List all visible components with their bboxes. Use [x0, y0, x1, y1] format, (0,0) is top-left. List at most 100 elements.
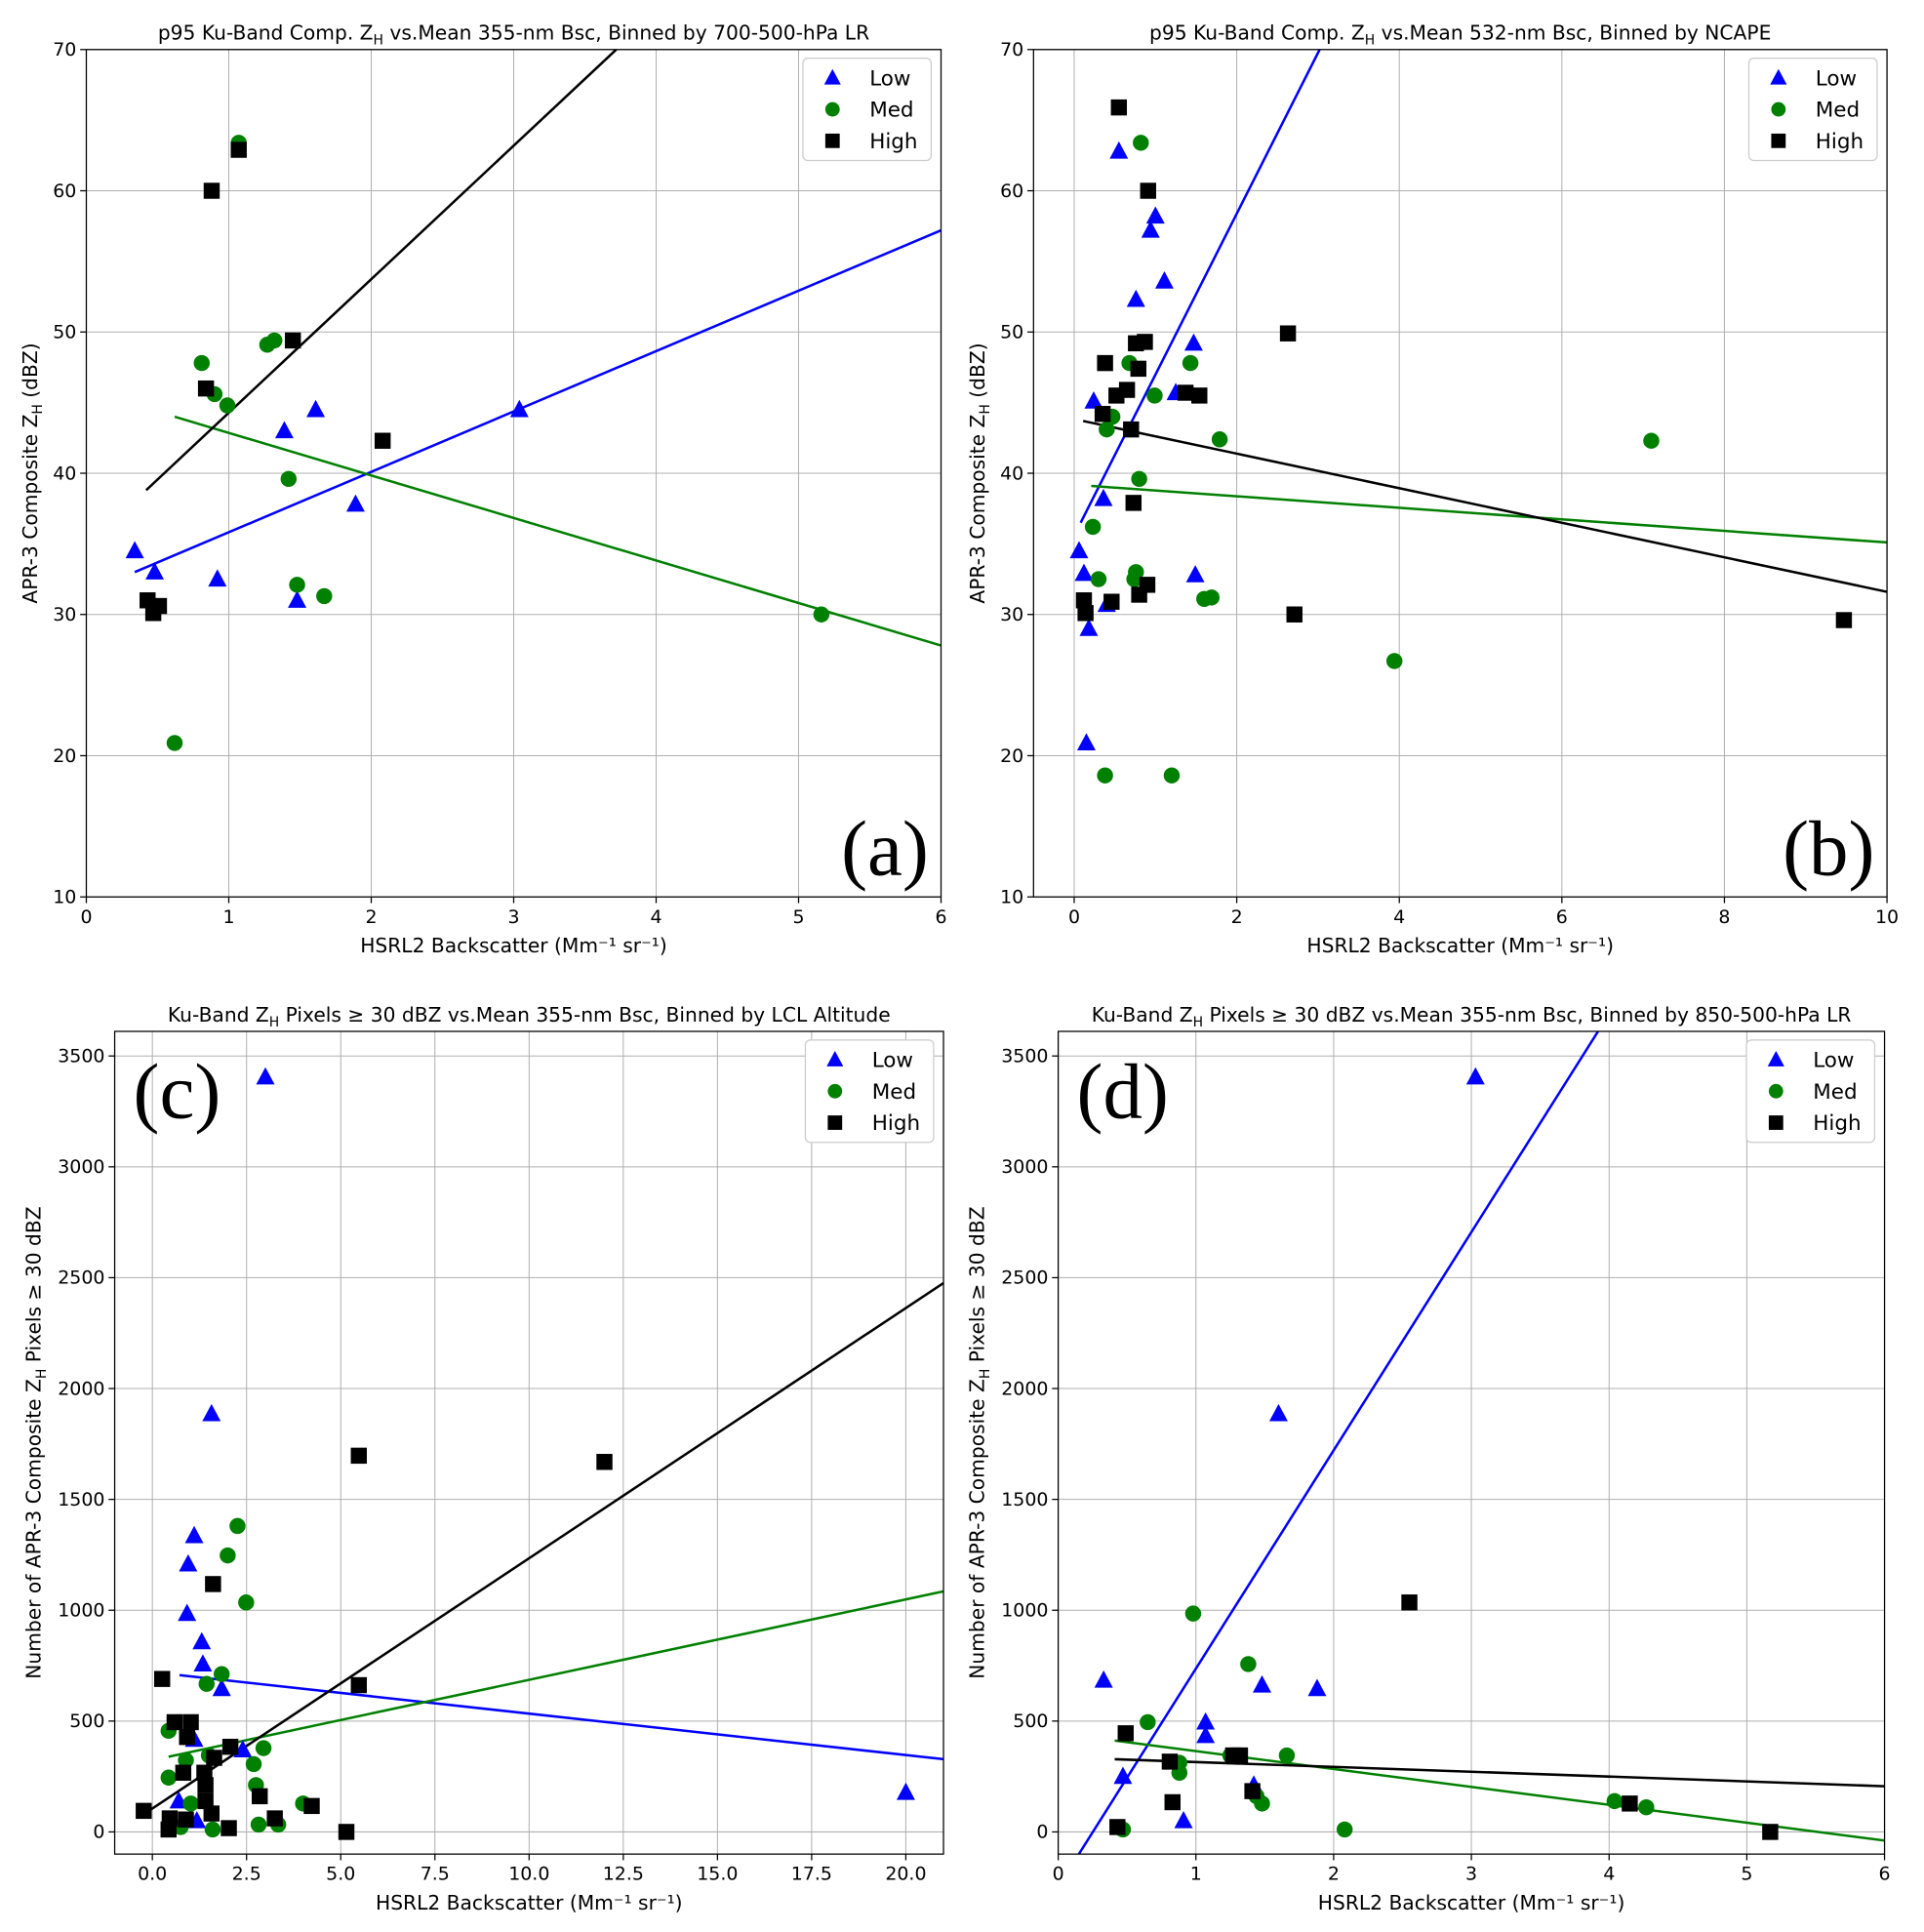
data-point-high [1231, 1747, 1249, 1764]
y-tick-label: 500 [1013, 1711, 1048, 1732]
data-point-high [1131, 586, 1147, 603]
data-point-high [1109, 1819, 1126, 1835]
subplot-c: 0.0 2.5 5.0 7.5 10.0 12.5 15.0 17.5 20.0 0 500 1000… [22, 1003, 944, 1914]
data-point-med [238, 1594, 255, 1611]
data-point-med [182, 1795, 199, 1812]
data-point-med [160, 1769, 177, 1786]
data-point-med [204, 1821, 221, 1838]
y-tick-label: 1000 [58, 1600, 104, 1622]
data-point-high [1622, 1795, 1638, 1812]
x-tick-label: 1 [222, 906, 234, 928]
data-point-high [182, 1713, 199, 1731]
legend-marker-low [1770, 68, 1787, 85]
data-point-high [1125, 495, 1142, 511]
data-point-high [1835, 612, 1853, 628]
y-axis-label: APR-3 Composite ZH (dBZ) [19, 342, 46, 603]
data-point-med [1278, 1747, 1296, 1764]
data-point-low [1154, 271, 1174, 289]
x-tick-label: 4 [650, 906, 661, 928]
data-point-high [1130, 360, 1147, 378]
data-point-med [1099, 421, 1115, 438]
legend-label-low: Low [869, 66, 910, 91]
data-point-med [178, 1751, 194, 1769]
legend: Low Med High [1747, 57, 1878, 162]
data-point-high [1140, 182, 1157, 199]
data-point-med [1638, 1798, 1655, 1816]
y-tick-label: 3500 [1001, 1046, 1048, 1067]
fit-line-high [143, 1281, 944, 1815]
data-point-high [1161, 1753, 1179, 1770]
data-point-high [338, 1824, 355, 1840]
data-point-med [316, 587, 333, 605]
data-point-low [1079, 619, 1099, 636]
data-point-med [245, 1755, 262, 1773]
fit-line-med [1091, 484, 1888, 544]
data-point-low [184, 1525, 204, 1544]
legend-label-high: High [1816, 130, 1864, 154]
chart-title: Ku-Band ZH Pixels ≥ 30 dBZ vs.Mean 355-n… [1092, 1003, 1852, 1030]
x-tick-label: 8 [1718, 906, 1730, 928]
data-point-low [1074, 563, 1094, 582]
y-tick-label: 2000 [1001, 1378, 1048, 1399]
data-point-high [252, 1788, 268, 1805]
data-point-high [266, 1810, 283, 1827]
panel-label: (c) [134, 1048, 221, 1135]
x-tick-label: 4 [1393, 906, 1405, 928]
data-point-high [203, 182, 220, 199]
data-point-low [125, 541, 144, 559]
legend-marker-med [827, 1083, 843, 1099]
legend-marker-low [1767, 1050, 1784, 1067]
x-tick-label: 2 [1328, 1864, 1340, 1885]
subplot-b: 0 2 4 6 8 10 10 20 30 40 50 60 70 p95 Ku-Band Comp. Z… [966, 21, 1899, 957]
data-point-low [193, 1654, 213, 1672]
x-tick-label: 6 [1556, 906, 1568, 928]
data-point-low [896, 1782, 915, 1800]
data-point-low [509, 399, 529, 418]
data-point-med [214, 1666, 230, 1682]
legend-label-med: Med [1816, 99, 1860, 123]
data-point-high [153, 1670, 171, 1687]
data-point-low [178, 1603, 197, 1622]
data-point-high [1123, 421, 1140, 438]
data-point-high [350, 1447, 367, 1465]
legend-marker-high [827, 1115, 843, 1130]
data-point-high [178, 1811, 194, 1828]
y-axis-label: Number of APR-3 Composite ZH Pixels ≥ 30… [966, 1206, 993, 1678]
data-point-low [1174, 1810, 1193, 1829]
data-point-low [192, 1631, 212, 1650]
panel-label: (a) [841, 805, 929, 892]
legend-marker-high [1768, 1115, 1784, 1130]
legend-marker-med [824, 101, 840, 117]
data-point-med [1140, 1713, 1156, 1731]
chart-title: p95 Ku-Band Comp. ZH vs.Mean 532-nm Bsc,… [1149, 21, 1771, 49]
data-point-low [179, 1553, 198, 1572]
x-tick-label: 3 [1465, 1864, 1477, 1885]
data-point-high [284, 332, 301, 349]
data-point-low [145, 562, 165, 580]
data-point-high [220, 1820, 237, 1836]
data-point-high [197, 1777, 214, 1793]
y-tick-label: 50 [53, 322, 76, 343]
y-tick-label: 30 [53, 604, 76, 625]
data-point-low [1076, 733, 1096, 751]
fit-line-med [174, 415, 942, 647]
fit-line-low [1077, 1030, 1600, 1855]
data-point-low [1145, 206, 1165, 224]
x-tick-label: 2 [1231, 906, 1243, 928]
data-point-low [1183, 333, 1203, 351]
data-point-high [161, 1810, 179, 1827]
x-tick-label: 2.5 [232, 1864, 261, 1885]
axes-frame [113, 1030, 944, 1855]
fit-line-low [179, 1673, 944, 1761]
data-point-med [1128, 564, 1144, 581]
data-point-low [1094, 488, 1113, 506]
y-tick-label: 10 [53, 887, 76, 908]
data-point-med [1385, 653, 1403, 669]
data-point-med [1203, 589, 1220, 606]
data-point-high [197, 1792, 214, 1810]
x-tick-label: 7.5 [421, 1864, 450, 1885]
legend-label-high: High [872, 1111, 920, 1136]
y-tick-label: 3500 [58, 1046, 104, 1067]
data-point-med [250, 1816, 267, 1833]
x-axis-label: HSRL2 Backscatter (Mm⁻¹ sr⁻¹) [1318, 1891, 1625, 1914]
